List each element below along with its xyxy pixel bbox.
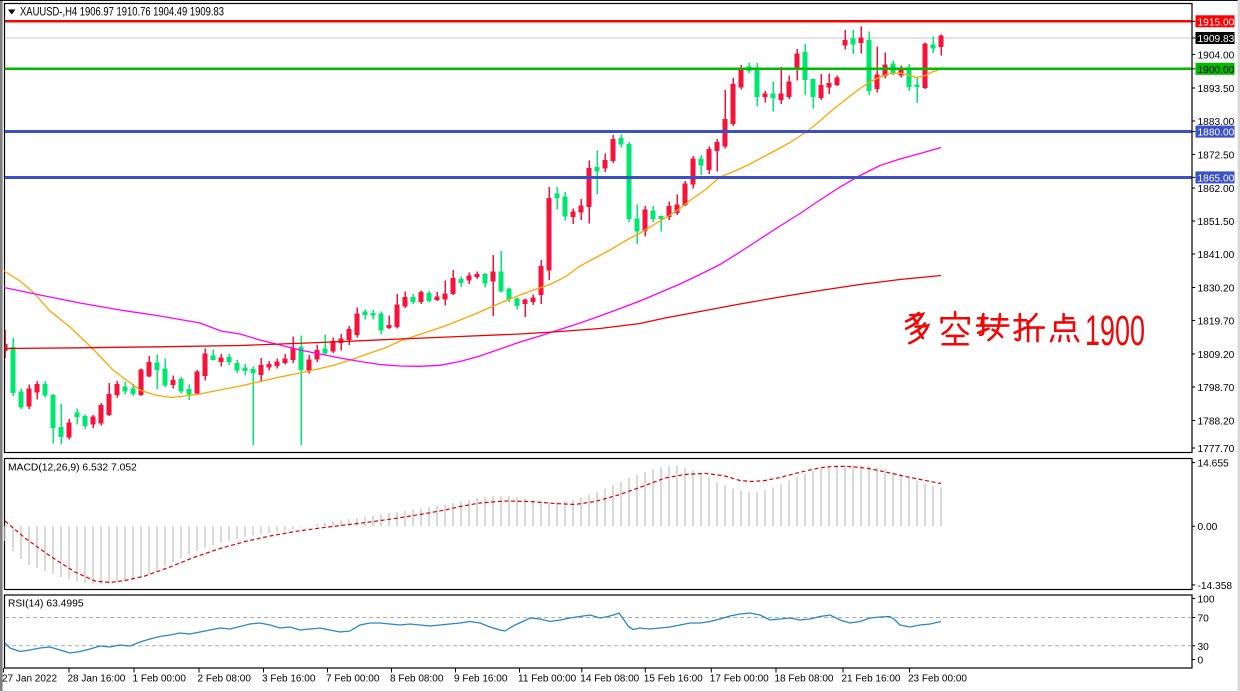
svg-text:7 Feb 00:00: 7 Feb 00:00 bbox=[326, 674, 380, 685]
svg-text:17 Feb 00:00: 17 Feb 00:00 bbox=[710, 674, 769, 685]
svg-text:11 Feb 00:00: 11 Feb 00:00 bbox=[518, 674, 577, 685]
svg-text:1851.50: 1851.50 bbox=[1198, 217, 1235, 228]
svg-text:1788.20: 1788.20 bbox=[1198, 417, 1235, 428]
svg-text:15 Feb 16:00: 15 Feb 16:00 bbox=[644, 674, 703, 685]
svg-text:1893.50: 1893.50 bbox=[1198, 84, 1235, 95]
svg-text:1809.20: 1809.20 bbox=[1198, 350, 1235, 361]
svg-text:1819.70: 1819.70 bbox=[1198, 317, 1235, 328]
svg-text:28 Jan 16:00: 28 Jan 16:00 bbox=[68, 674, 126, 685]
svg-text:1904.00: 1904.00 bbox=[1198, 51, 1235, 62]
svg-text:23 Feb 00:00: 23 Feb 00:00 bbox=[908, 674, 967, 685]
svg-text:30: 30 bbox=[1198, 642, 1210, 653]
svg-text:XAUUSD-,H4 1906.97 1910.76 19: XAUUSD-,H4 1906.97 1910.76 1904.49 1909.… bbox=[20, 5, 224, 19]
svg-text:RSI(14) 63.4995: RSI(14) 63.4995 bbox=[8, 599, 84, 610]
svg-text:21 Feb 16:00: 21 Feb 16:00 bbox=[842, 674, 901, 685]
svg-text:18 Feb 08:00: 18 Feb 08:00 bbox=[775, 674, 834, 685]
svg-text:27 Jan 2022: 27 Jan 2022 bbox=[2, 674, 57, 685]
svg-text:14.655: 14.655 bbox=[1198, 459, 1229, 470]
svg-text:0.00: 0.00 bbox=[1198, 522, 1218, 533]
svg-text:1872.50: 1872.50 bbox=[1198, 151, 1235, 162]
svg-text:1 Feb 00:00: 1 Feb 00:00 bbox=[133, 674, 187, 685]
svg-text:1900.00: 1900.00 bbox=[1198, 65, 1235, 76]
svg-text:1798.70: 1798.70 bbox=[1198, 383, 1235, 394]
svg-text:1830.20: 1830.20 bbox=[1198, 284, 1235, 295]
svg-text:-14.358: -14.358 bbox=[1198, 581, 1233, 592]
svg-text:MACD(12,26,9) 6.532 7.052: MACD(12,26,9) 6.532 7.052 bbox=[8, 463, 137, 474]
svg-text:14 Feb 08:00: 14 Feb 08:00 bbox=[580, 674, 639, 685]
svg-text:1841.00: 1841.00 bbox=[1198, 250, 1235, 261]
svg-text:1883.00: 1883.00 bbox=[1198, 117, 1235, 128]
svg-text:8 Feb 08:00: 8 Feb 08:00 bbox=[390, 674, 444, 685]
svg-text:9 Feb 16:00: 9 Feb 16:00 bbox=[454, 674, 508, 685]
svg-text:1880.00: 1880.00 bbox=[1198, 128, 1235, 139]
svg-text:1865.00: 1865.00 bbox=[1198, 173, 1235, 184]
svg-text:1900: 1900 bbox=[1085, 307, 1145, 355]
svg-text:1909.83: 1909.83 bbox=[1198, 34, 1235, 45]
svg-text:70: 70 bbox=[1198, 614, 1210, 625]
svg-text:3 Feb 16:00: 3 Feb 16:00 bbox=[262, 674, 316, 685]
svg-text:100: 100 bbox=[1198, 595, 1215, 606]
svg-text:0: 0 bbox=[1198, 656, 1204, 667]
svg-text:2 Feb 08:00: 2 Feb 08:00 bbox=[198, 674, 252, 685]
svg-text:1915.00: 1915.00 bbox=[1198, 17, 1235, 28]
svg-text:1777.70: 1777.70 bbox=[1198, 444, 1235, 455]
svg-text:1862.00: 1862.00 bbox=[1198, 184, 1235, 195]
